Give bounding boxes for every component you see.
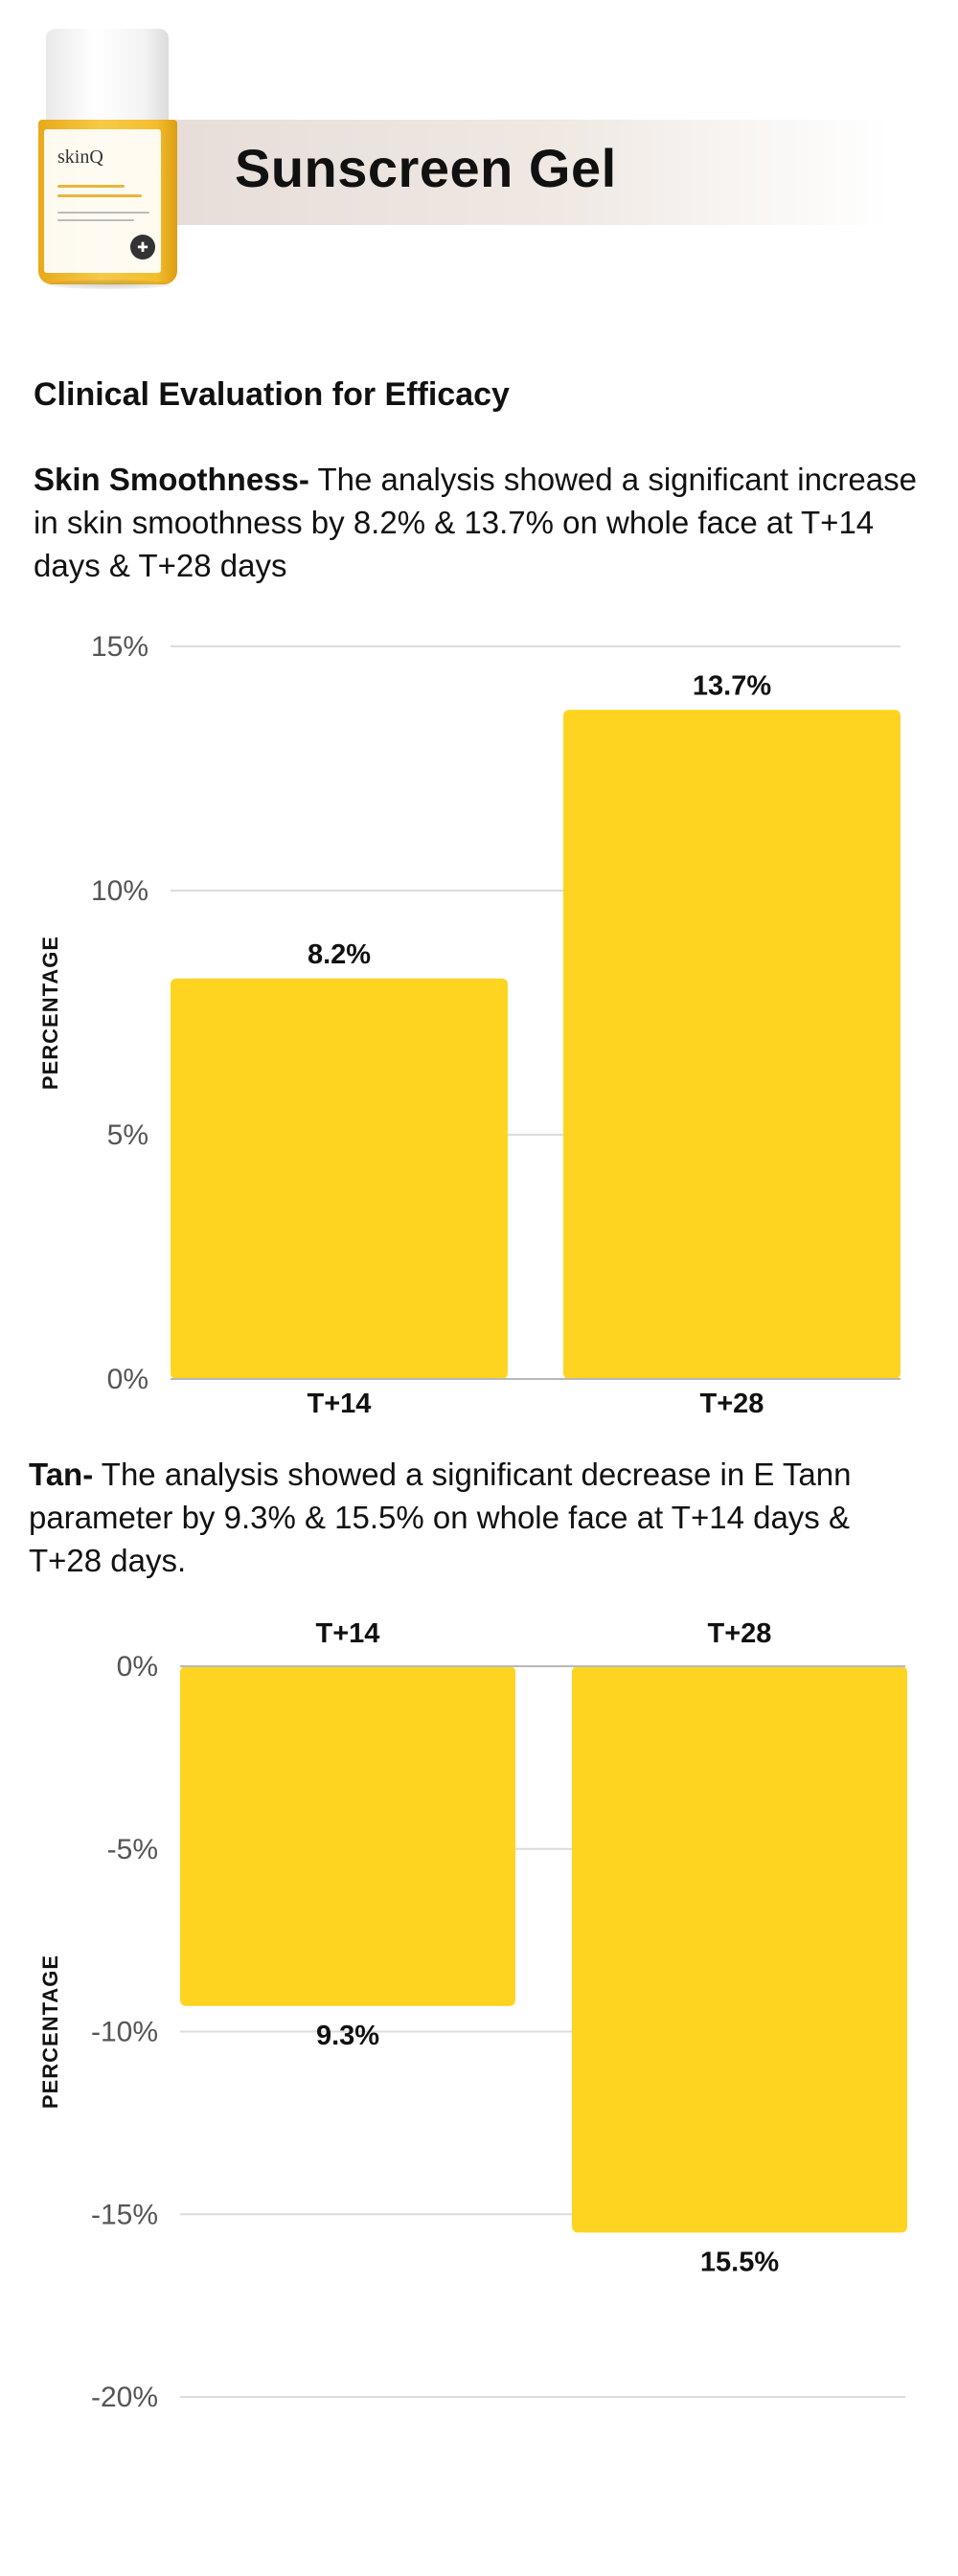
bottle-cap: [46, 29, 169, 129]
y-tick-label: 0%: [107, 1364, 148, 1395]
category-label: T+14: [308, 1389, 372, 1419]
tan-lead: Tan-: [29, 1457, 94, 1492]
bar-tplus14: [180, 1666, 515, 2006]
bar-tplus28: [572, 1666, 907, 2233]
category-label: T+14: [316, 1618, 380, 1649]
smoothness-description: Skin Smoothness- The analysis showed a s…: [34, 458, 934, 587]
bar-tplus28: [563, 710, 901, 1379]
y-axis-label: PERCENTAGE: [38, 1955, 62, 2109]
bar-tplus14: [171, 978, 508, 1379]
y-tick-label: -15%: [91, 2199, 158, 2230]
y-tick-label: 0%: [117, 1651, 158, 1683]
plus-badge-icon: ✚: [130, 235, 155, 260]
smoothness-lead: Skin Smoothness-: [34, 462, 309, 497]
section-title: Clinical Evaluation for Efficacy: [34, 376, 510, 413]
bottle-label: skinQ ✚: [44, 129, 161, 273]
product-bottle-image: skinQ ✚: [38, 29, 177, 292]
y-axis-label: PERCENTAGE: [38, 936, 62, 1090]
title-banner: [144, 120, 891, 225]
product-header: Sunscreen Gel skinQ ✚: [0, 0, 958, 316]
page-title: Sunscreen Gel: [235, 138, 617, 198]
bottle-body: skinQ ✚: [38, 120, 177, 284]
tan-description: Tan- The analysis showed a significant d…: [29, 1453, 929, 1582]
label-line: [57, 212, 149, 214]
data-label: 9.3%: [316, 2021, 379, 2051]
y-tick-label: 10%: [91, 875, 148, 907]
bottle-shadow: [48, 280, 171, 289]
tan-chart: 0% -5% -10% -15% -20% 9.3% T+14 15.5% T+28 PERCEN…: [38, 1618, 907, 2413]
y-tick-label: 5%: [107, 1119, 148, 1151]
label-line: [57, 185, 125, 188]
label-line: [57, 219, 134, 221]
category-label: T+28: [708, 1618, 772, 1649]
data-label: 15.5%: [700, 2247, 779, 2277]
y-tick-label: 15%: [91, 631, 148, 663]
smoothness-text: The analysis showed a significant increa…: [34, 462, 917, 583]
category-label: T+28: [700, 1389, 764, 1419]
label-line: [57, 194, 142, 197]
tan-text: The analysis showed a significant decrea…: [29, 1457, 852, 1578]
y-tick-label: -10%: [91, 2017, 158, 2048]
brand-logo: skinQ: [57, 147, 103, 168]
smoothness-chart: 0% 5% 10% 15% 8.2% T+14 13.7% T+28 PERCENTAGE: [38, 631, 901, 1419]
data-label: 13.7%: [693, 670, 771, 701]
y-tick-label: -5%: [107, 1834, 158, 1865]
data-label: 8.2%: [308, 939, 371, 970]
y-tick-label: -20%: [91, 2382, 158, 2413]
